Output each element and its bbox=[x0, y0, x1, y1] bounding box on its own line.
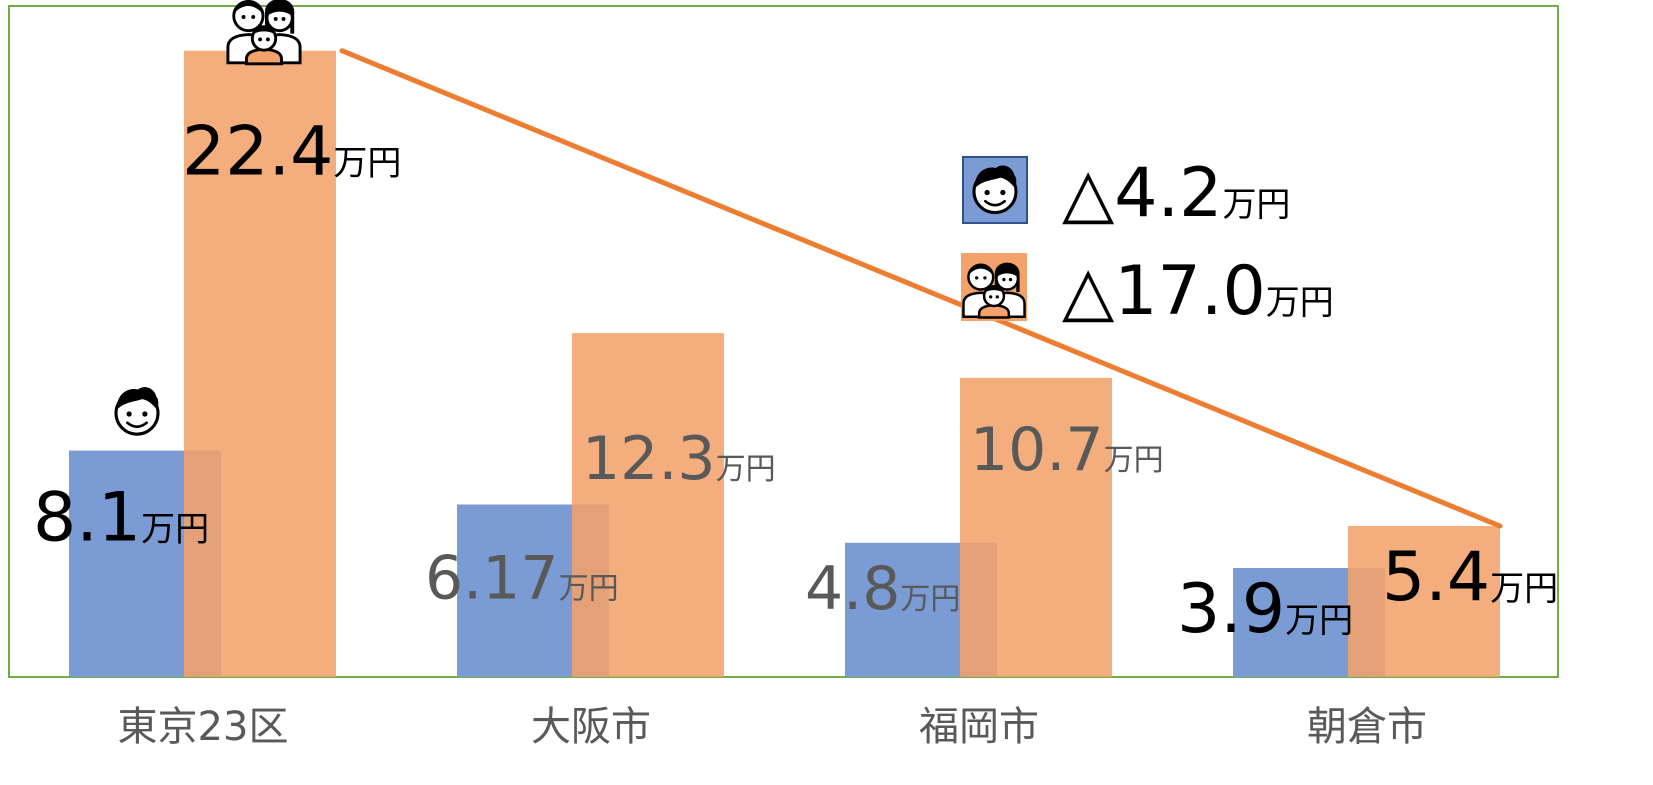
man-face-icon bbox=[114, 385, 160, 436]
category-label-3: 福岡市 bbox=[919, 704, 1039, 750]
trend-layer bbox=[339, 48, 1503, 529]
value-label-single-2: 6.17万円 bbox=[425, 543, 619, 613]
value-label-single-4: 3.9万円 bbox=[1177, 570, 1353, 649]
value-label-family-2: 12.3万円 bbox=[582, 424, 776, 494]
value-label-single-3: 4.8万円 bbox=[805, 554, 960, 624]
legend-text-1: △4.2万円 bbox=[1062, 154, 1290, 233]
legend-text-2: △17.0万円 bbox=[1062, 252, 1334, 331]
bar-family-2 bbox=[572, 333, 724, 677]
value-label-family-1: 22.4万円 bbox=[182, 113, 401, 192]
trend-line bbox=[339, 48, 1503, 529]
man-face-icon bbox=[972, 163, 1018, 215]
legend: △4.2万円 △17.0万円 bbox=[961, 154, 1334, 331]
value-label-family-4: 5.4万円 bbox=[1382, 538, 1558, 617]
value-label-family-3: 10.7万円 bbox=[970, 415, 1164, 485]
category-axis-labels: 東京23区 大阪市 福岡市 朝倉市 bbox=[118, 704, 1427, 750]
bar-family-1 bbox=[184, 50, 336, 677]
category-label-4: 朝倉市 bbox=[1307, 704, 1427, 750]
bar-family-3 bbox=[960, 377, 1112, 677]
bars-layer bbox=[69, 50, 1500, 677]
category-label-2: 大阪市 bbox=[531, 704, 651, 750]
bar-family-4 bbox=[1348, 526, 1500, 677]
category-label-1: 東京23区 bbox=[118, 704, 289, 750]
value-label-single-1: 8.1万円 bbox=[33, 479, 209, 558]
